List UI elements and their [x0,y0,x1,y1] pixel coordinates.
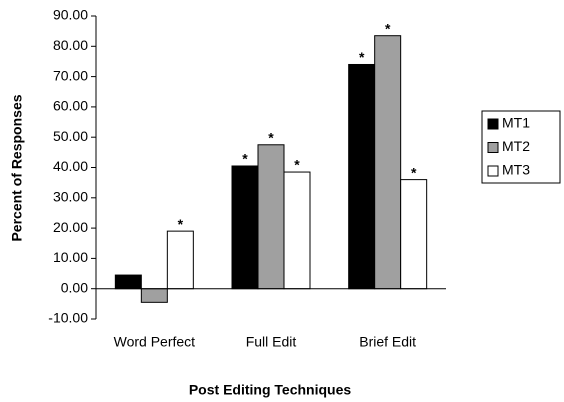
annotation: * [385,20,391,36]
bar [348,63,376,290]
bar [114,274,142,290]
annotation: * [294,157,300,173]
annotation: * [242,151,248,167]
annotation: * [178,216,184,232]
bar [374,35,402,290]
bar [231,165,259,290]
legend-label: MT2 [502,138,530,154]
y-tick-label: -10.00 [48,310,88,326]
legend-swatch [487,165,499,177]
annotation: * [411,164,417,180]
y-tick-label: 0.00 [61,279,88,295]
bar [400,179,428,290]
x-tick-label: Word Perfect [114,334,196,350]
bar [140,288,168,303]
legend-swatch [487,118,499,130]
y-tick-label: 30.00 [53,189,88,205]
y-tick-label: 60.00 [53,98,88,114]
annotation: * [268,129,274,145]
legend-swatch [487,142,499,153]
bar [257,144,285,290]
bar [166,230,194,290]
y-tick-label: 20.00 [53,219,88,235]
bar [283,171,311,290]
y-tick-label: 50.00 [53,128,88,144]
x-axis-title: Post Editing Techniques [189,382,352,398]
x-tick-label: Full Edit [246,334,297,350]
x-tick-label: Brief Edit [359,334,416,350]
y-axis-title: Percent of Responses [9,94,25,241]
y-tick-label: 10.00 [53,249,88,265]
y-tick-label: 80.00 [53,37,88,53]
legend-label: MT1 [502,115,530,131]
y-tick-label: 70.00 [53,67,88,83]
y-tick-label: 40.00 [53,158,88,174]
y-tick-label: 90.00 [53,7,88,23]
annotation: * [359,49,365,65]
legend-label: MT3 [502,162,530,178]
